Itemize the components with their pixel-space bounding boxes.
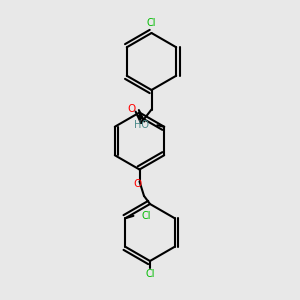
Text: O: O	[128, 104, 136, 114]
Text: Cl: Cl	[145, 268, 155, 279]
Text: HO: HO	[134, 120, 149, 130]
Text: Cl: Cl	[142, 211, 151, 221]
Text: Cl: Cl	[147, 17, 156, 28]
Text: O: O	[134, 179, 142, 189]
